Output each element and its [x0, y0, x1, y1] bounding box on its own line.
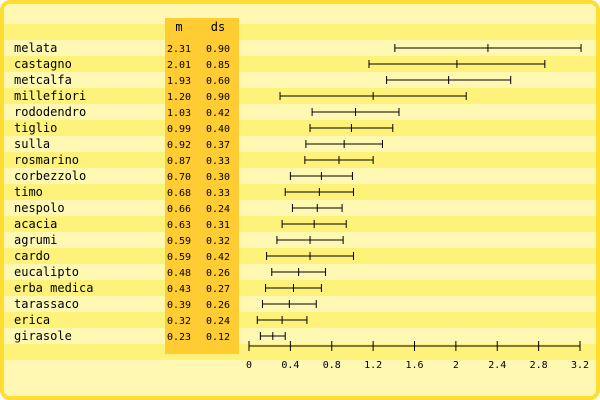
table-row: eucalipto 0.48 0.26	[14, 265, 327, 279]
row-label: tarassaco	[14, 297, 79, 311]
sd-value: 0.42	[206, 252, 230, 263]
row-label: agrumi	[14, 233, 57, 247]
sd-value: 0.27	[206, 284, 230, 295]
x-tick-label: 0.8	[323, 360, 341, 371]
row-label: tiglio	[14, 121, 57, 135]
table-row: erica 0.32 0.24	[14, 313, 308, 327]
table-row: tiglio 0.99 0.40	[14, 121, 394, 135]
x-axis: 0 0.4 0.8 1.2 1.6 2 2.4 2.8 3.2	[246, 341, 589, 371]
mean-value: 0.48	[167, 268, 191, 279]
column-header-ds: ds	[211, 20, 225, 34]
x-tick-label: 2.8	[530, 360, 548, 371]
x-tick-label: 1.6	[405, 360, 423, 371]
mean-value: 0.39	[167, 300, 191, 311]
mean-value: 1.93	[167, 76, 191, 87]
x-tick-label: 0.4	[281, 360, 299, 371]
row-label: erba medica	[14, 281, 93, 295]
row-stripe	[4, 24, 596, 40]
table-row: millefiori 1.20 0.90	[14, 89, 467, 103]
mean-value: 0.92	[167, 140, 191, 151]
table-row: tarassaco 0.39 0.26	[14, 297, 317, 311]
table-row: agrumi 0.59 0.32	[14, 233, 344, 247]
mean-value: 0.99	[167, 124, 191, 135]
row-label: sulla	[14, 137, 50, 151]
row-stripe	[4, 152, 596, 168]
errorbar-chart: m ds melata 2.31 0.90 castagno 2.01 0.85 metca…	[4, 18, 596, 371]
data-rows: melata 2.31 0.90 castagno 2.01 0.85 metcalfa 1.…	[14, 41, 582, 343]
sd-value: 0.24	[206, 204, 230, 215]
table-row: cardo 0.59 0.42	[14, 249, 354, 263]
row-label: girasole	[14, 329, 72, 343]
sd-value: 0.30	[206, 172, 230, 183]
mean-value: 1.03	[167, 108, 191, 119]
x-tick-label: 2	[453, 360, 459, 371]
sd-value: 0.90	[206, 92, 230, 103]
x-tick-label: 2.4	[488, 360, 506, 371]
sd-value: 0.26	[206, 300, 230, 311]
x-tick-label: 3.2	[571, 360, 589, 371]
row-label: millefiori	[14, 89, 86, 103]
table-row: corbezzolo 0.70 0.30	[14, 169, 353, 183]
row-stripe	[4, 120, 596, 136]
table-row: girasole 0.23 0.12	[14, 329, 286, 343]
sd-value: 0.33	[206, 156, 230, 167]
mean-value: 0.66	[167, 204, 191, 215]
x-tick-label: 1.2	[364, 360, 382, 371]
sd-value: 0.24	[206, 316, 230, 327]
mean-value: 0.63	[167, 220, 191, 231]
sd-value: 0.12	[206, 332, 230, 343]
table-row: rododendro 1.03 0.42	[14, 105, 400, 119]
table-row: melata 2.31 0.90	[14, 41, 582, 55]
mean-value: 0.23	[167, 332, 191, 343]
mean-value: 1.20	[167, 92, 191, 103]
x-tick-label: 0	[246, 360, 252, 371]
row-label: castagno	[14, 57, 72, 71]
sd-value: 0.33	[206, 188, 230, 199]
row-label: rododendro	[14, 105, 86, 119]
table-row: sulla 0.92 0.37	[14, 137, 383, 151]
row-label: melata	[14, 41, 57, 55]
mean-value: 2.31	[167, 44, 191, 55]
sd-value: 0.90	[206, 44, 230, 55]
row-label: erica	[14, 313, 50, 327]
table-row: rosmarino 0.87 0.33	[14, 153, 374, 167]
table-row: metcalfa 1.93 0.60	[14, 73, 512, 87]
row-label: acacia	[14, 217, 57, 231]
sd-value: 0.37	[206, 140, 230, 151]
row-label: metcalfa	[14, 73, 72, 87]
table-row: erba medica 0.43 0.27	[14, 281, 322, 295]
table-row: nespolo 0.66 0.24	[14, 201, 343, 215]
mean-value: 0.59	[167, 236, 191, 247]
row-label: cardo	[14, 249, 50, 263]
row-label: corbezzolo	[14, 169, 86, 183]
sd-value: 0.85	[206, 60, 230, 71]
sd-value: 0.26	[206, 268, 230, 279]
sd-value: 0.42	[206, 108, 230, 119]
row-label: eucalipto	[14, 265, 79, 279]
table-row: castagno 2.01 0.85	[14, 57, 546, 71]
mean-value: 0.43	[167, 284, 191, 295]
table-row: timo 0.68 0.33	[14, 185, 354, 199]
mean-value: 0.32	[167, 316, 191, 327]
sd-value: 0.40	[206, 124, 230, 135]
mean-value: 0.87	[167, 156, 191, 167]
sd-value: 0.60	[206, 76, 230, 87]
mean-value: 0.59	[167, 252, 191, 263]
row-stripe	[4, 56, 596, 72]
value-column-band	[165, 18, 239, 354]
mean-value: 0.68	[167, 188, 191, 199]
row-label: timo	[14, 185, 43, 199]
sd-value: 0.32	[206, 236, 230, 247]
mean-value: 2.01	[167, 60, 191, 71]
row-label: nespolo	[14, 201, 65, 215]
row-label: rosmarino	[14, 153, 79, 167]
column-header-m: m	[175, 20, 182, 34]
mean-value: 0.70	[167, 172, 191, 183]
row-stripe	[4, 344, 596, 360]
sd-value: 0.31	[206, 220, 230, 231]
table-row: acacia 0.63 0.31	[14, 217, 347, 231]
